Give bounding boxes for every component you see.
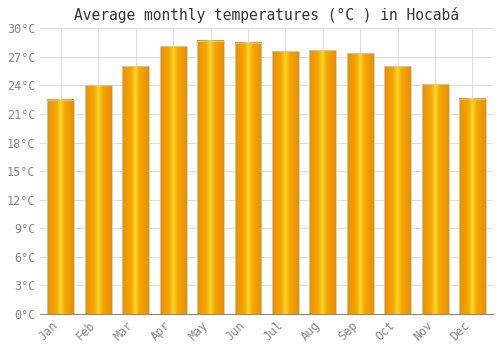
Bar xyxy=(85,85,112,314)
Bar xyxy=(272,51,299,314)
Bar xyxy=(160,46,186,314)
Title: Average monthly temperatures (°C ) in Hocabá: Average monthly temperatures (°C ) in Ho… xyxy=(74,7,459,23)
Bar xyxy=(422,84,448,314)
Bar xyxy=(234,43,262,314)
Bar xyxy=(310,50,336,314)
Bar xyxy=(122,66,149,314)
Bar xyxy=(459,99,486,314)
Bar xyxy=(347,53,374,314)
Bar xyxy=(197,41,224,314)
Bar xyxy=(384,66,411,314)
Bar xyxy=(48,100,74,314)
